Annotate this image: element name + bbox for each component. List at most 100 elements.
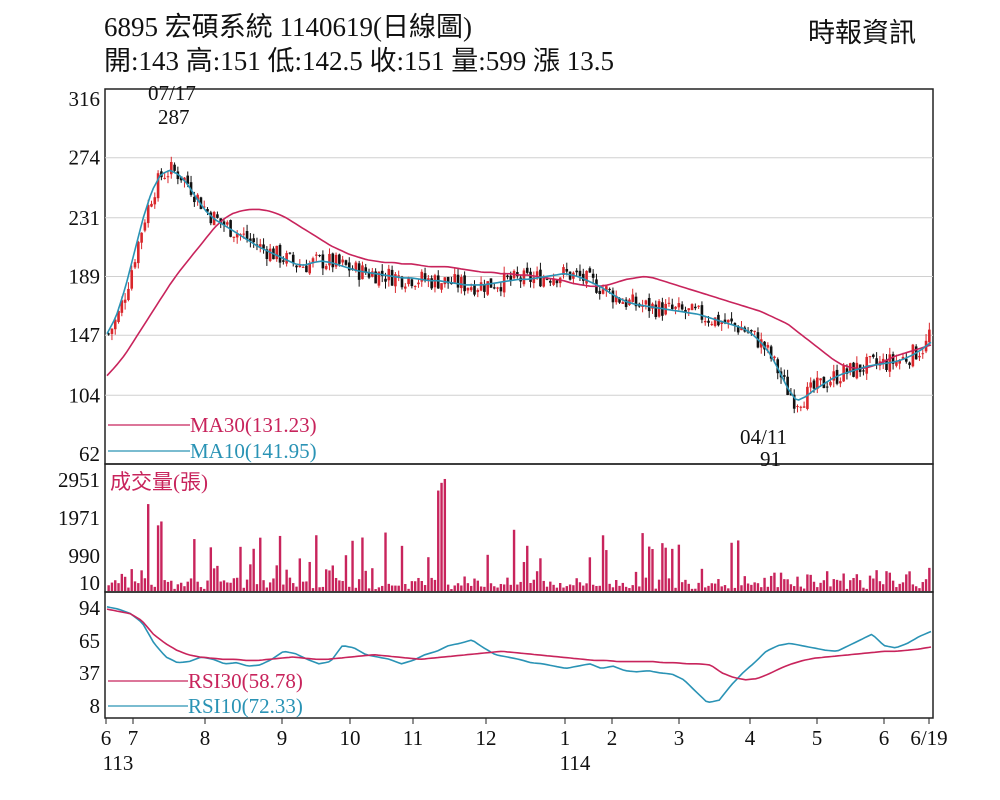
volume-bar — [783, 579, 786, 591]
volume-bar — [318, 587, 321, 591]
candle-body — [921, 353, 925, 355]
rsi-tick-label: 65 — [79, 629, 100, 653]
candle-body — [371, 271, 374, 277]
ma10-legend-label: MA10(141.95) — [190, 439, 317, 463]
candle-body — [173, 164, 176, 171]
volume-bar — [858, 580, 862, 591]
volume-bar — [736, 540, 740, 591]
candle-body — [347, 262, 351, 271]
candle-body — [624, 299, 628, 308]
volume-bar — [608, 583, 611, 591]
volume-bar — [822, 580, 826, 591]
volume-bar — [552, 584, 555, 591]
volume-bar — [631, 585, 634, 591]
volume-bar — [545, 586, 549, 591]
volume-bar — [654, 588, 657, 591]
candle-body — [423, 273, 427, 281]
volume-bar — [377, 587, 381, 591]
volume-bar — [130, 569, 133, 591]
volume-bar — [305, 581, 308, 591]
volume-bar — [410, 581, 414, 591]
candle-body — [252, 238, 255, 243]
candle-body — [344, 260, 348, 265]
volume-bar — [779, 572, 783, 591]
volume-bar — [176, 584, 180, 591]
candle-body — [677, 303, 681, 308]
volume-bar — [802, 588, 806, 591]
rsi-tick-label: 8 — [90, 694, 101, 718]
candle-body — [697, 305, 700, 307]
volume-bar — [390, 585, 394, 591]
volume-bar — [321, 586, 325, 591]
candle-body — [901, 356, 905, 360]
volume-bar — [179, 582, 183, 591]
candle-body — [242, 233, 246, 235]
volume-bar — [674, 587, 677, 591]
volume-bar — [895, 587, 898, 591]
volume-bar — [334, 577, 338, 591]
candle-body — [614, 295, 618, 303]
volume-bar — [865, 588, 868, 591]
candle-body — [440, 283, 443, 290]
volume-bar — [374, 589, 377, 591]
x-month-label: 9 — [277, 726, 288, 750]
volume-bar — [232, 578, 236, 591]
high-date-annotation: 07/17 — [148, 81, 196, 105]
high-value-annotation: 287 — [158, 105, 190, 129]
candle-body — [496, 287, 499, 289]
chart-title: 6895 宏碩系統 1140619(日線圖) — [104, 12, 472, 42]
volume-bar — [496, 587, 499, 591]
volume-bar — [189, 578, 193, 591]
volume-bar — [381, 585, 384, 591]
volume-bar — [282, 584, 285, 591]
volume-bar — [796, 576, 799, 591]
volume-bar — [423, 585, 427, 591]
volume-bar — [315, 535, 318, 591]
volume-bar — [598, 585, 601, 591]
volume-bar — [354, 587, 358, 591]
volume-bar — [565, 586, 568, 591]
candle-body — [690, 304, 694, 311]
candle-body — [492, 287, 496, 289]
candle-body — [308, 263, 312, 274]
volume-bar — [143, 578, 147, 591]
candle-body — [403, 286, 407, 289]
volume-bar — [417, 577, 420, 591]
volume-bar — [756, 583, 760, 591]
volume-bar — [301, 581, 305, 591]
volume-bar — [661, 543, 664, 591]
candle-body — [644, 300, 648, 305]
volume-bar — [107, 585, 110, 591]
x-year-label: 114 — [560, 751, 591, 775]
candle-body — [822, 376, 826, 389]
volume-bar — [460, 585, 463, 591]
candle-body — [143, 222, 147, 231]
candle-body — [753, 330, 756, 332]
volume-bar — [278, 535, 282, 591]
volume-bar — [420, 580, 423, 591]
volume-bar — [628, 588, 631, 591]
volume-bar — [621, 582, 625, 591]
candle-body — [397, 275, 400, 277]
volume-bar — [147, 504, 150, 591]
volume-bar — [364, 570, 367, 591]
candle-body — [562, 267, 565, 276]
candle-body — [766, 344, 770, 348]
x-month-label: 6 — [101, 726, 112, 750]
volume-bar — [166, 581, 170, 591]
volume-bar — [888, 572, 891, 591]
candle-body — [219, 218, 223, 223]
candle-body — [815, 377, 819, 390]
candle-body — [278, 245, 282, 263]
volume-bar — [812, 581, 816, 591]
volume-bar — [499, 583, 503, 591]
volume-bar — [647, 546, 651, 591]
volume-bar — [727, 588, 730, 591]
candle-body — [436, 275, 440, 289]
volume-bar — [288, 577, 292, 591]
volume-bar — [331, 565, 334, 591]
price-tick-label: 104 — [69, 383, 101, 407]
ma30-legend-label: MA30(131.23) — [190, 413, 317, 437]
volume-bar — [212, 568, 216, 591]
candle-body — [654, 304, 658, 318]
